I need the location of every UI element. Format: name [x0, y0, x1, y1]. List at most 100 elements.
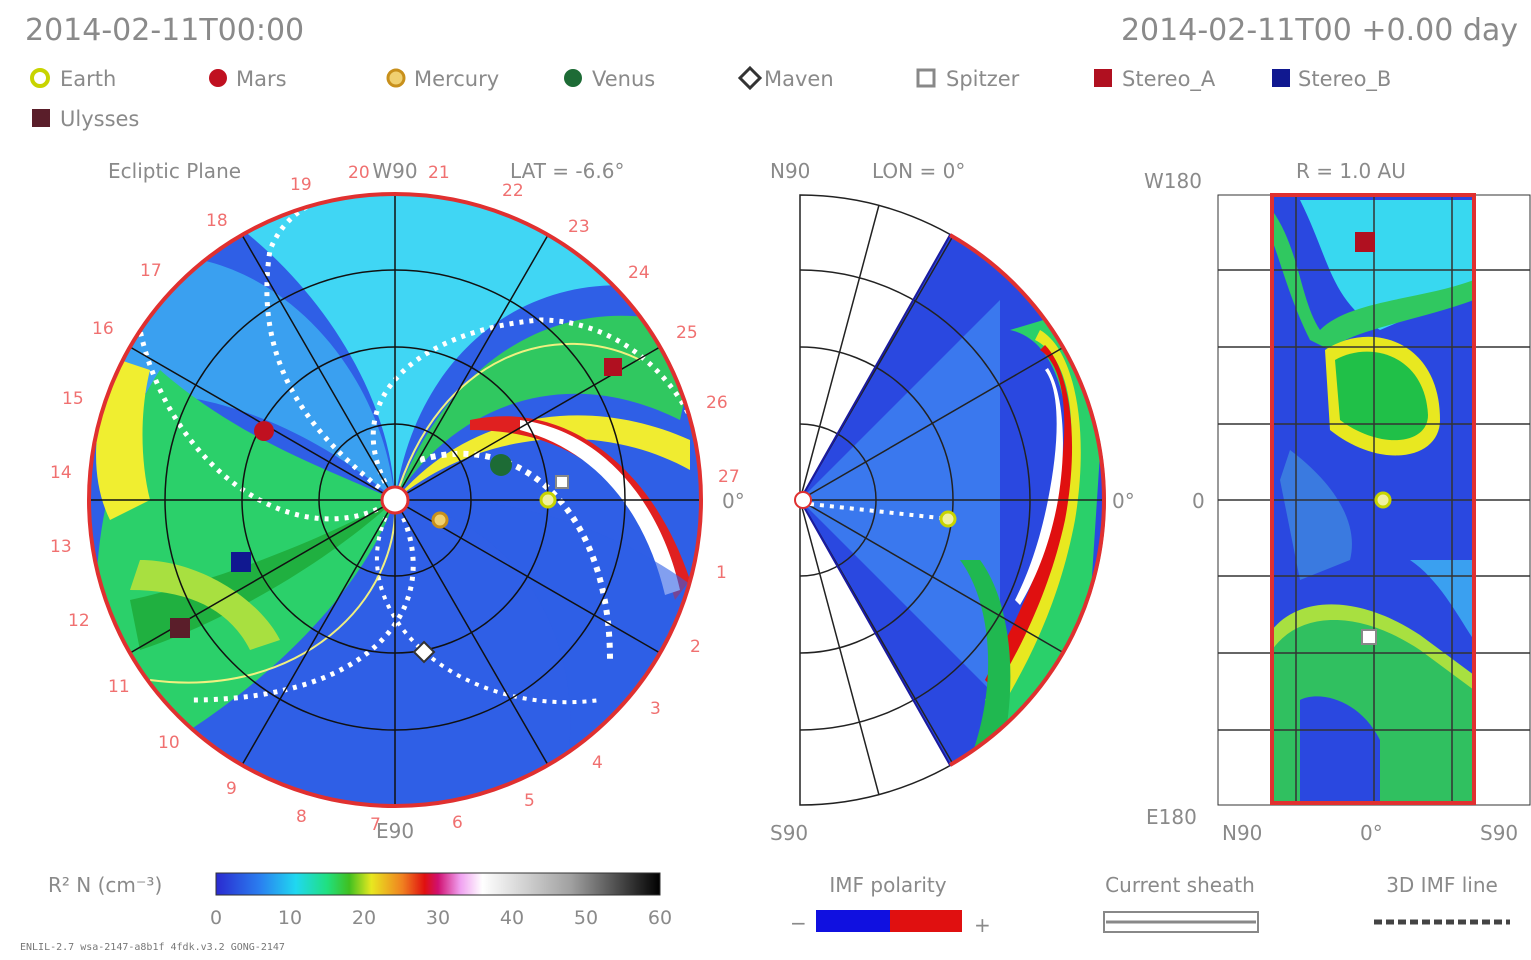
stereo-a-marker-icon — [1094, 69, 1112, 87]
ecliptic-boundary — [87, 192, 703, 808]
colorbar-tick-label: 0 — [210, 907, 222, 929]
sector-number: 22 — [502, 181, 524, 201]
legend-item-mars: Mars — [209, 67, 287, 91]
current-sheath-legend: Current sheath — [1103, 873, 1259, 933]
meridional-plane-panel: N90 LON = 0° S90 0° — [770, 159, 1135, 845]
shell-top-label: W180 — [1144, 169, 1202, 193]
legend-label-stereo-b: Stereo_B — [1298, 67, 1391, 92]
colorbar-tick-label: 50 — [574, 907, 598, 929]
legend-label-stereo-a: Stereo_A — [1122, 67, 1216, 92]
stereo-b-marker-icon — [1272, 69, 1290, 87]
meridional-earth-position — [939, 510, 957, 528]
colorbar-tick-label: 10 — [278, 907, 302, 929]
legend-item-maven: Maven — [737, 65, 834, 91]
maven-position — [412, 640, 436, 664]
shell-middle-label: 0 — [1192, 489, 1205, 513]
stereo-b-position — [231, 552, 251, 572]
meridional-top-label: N90 — [770, 159, 810, 183]
meridional-lon-label: LON = 0° — [872, 159, 965, 183]
legend-label-maven: Maven — [764, 67, 834, 91]
legend-label-mercury: Mercury — [414, 67, 499, 91]
shell-spitzer-position — [1361, 629, 1377, 645]
shell-bottom-label: E180 — [1146, 805, 1197, 829]
earth-position — [539, 491, 557, 509]
shell-density-map — [1272, 195, 1474, 803]
colorbar-label: R² N (cm⁻³) — [48, 873, 162, 897]
sector-number: 19 — [290, 175, 312, 195]
sector-number: 3 — [650, 699, 661, 719]
sun-icon — [380, 485, 410, 515]
legend: Earth Mars Mercury Venus Maven Spitzer S… — [30, 65, 1391, 131]
sector-number: 4 — [592, 753, 603, 773]
shell-boundary — [1270, 193, 1476, 805]
imf-plus-label: + — [974, 913, 991, 937]
sector-number: 16 — [92, 319, 114, 339]
earth-marker-icon — [30, 68, 50, 88]
sector-number: 18 — [206, 211, 228, 231]
meridional-bottom-label: S90 — [770, 821, 808, 845]
imf-positive-swatch — [890, 910, 962, 932]
ecliptic-title: Ecliptic Plane — [108, 159, 241, 183]
venus-position — [490, 454, 512, 476]
meridional-imf-line — [809, 502, 941, 520]
sector-number: 13 — [50, 537, 72, 557]
density-colorbar: R² N (cm⁻³) 0 10 20 30 40 50 60 — [48, 872, 672, 929]
sector-number: 10 — [158, 733, 180, 753]
colorbar-gradient — [215, 872, 661, 896]
colorbar-tick-label: 60 — [648, 907, 672, 929]
sector-number: 7 — [370, 815, 381, 835]
imf-line-title: 3D IMF line — [1386, 873, 1498, 897]
mars-position — [254, 421, 274, 441]
current-sheath-title: Current sheath — [1105, 873, 1255, 897]
spitzer-marker-icon — [916, 68, 936, 88]
legend-item-earth: Earth — [30, 67, 116, 91]
sector-number: 15 — [62, 389, 84, 409]
ecliptic-right-label: 0° — [722, 489, 745, 513]
shell-stereo-a-position — [1355, 232, 1375, 252]
legend-label-spitzer: Spitzer — [946, 67, 1020, 91]
legend-item-ulysses: Ulysses — [32, 107, 139, 131]
shell-x-mid-label: 0° — [1360, 821, 1383, 845]
meridional-boundary — [949, 233, 1106, 767]
legend-item-stereo-a: Stereo_A — [1094, 67, 1216, 92]
imf-negative-swatch — [816, 910, 890, 932]
shell-x-left-label: N90 — [1222, 821, 1262, 845]
sector-number: 8 — [296, 807, 307, 827]
spitzer-position — [555, 475, 569, 489]
ecliptic-lat-label: LAT = -6.6° — [510, 159, 624, 183]
colorbar-tick-label: 40 — [500, 907, 524, 929]
sector-number: 2 — [690, 637, 701, 657]
ulysses-marker-icon — [32, 109, 50, 127]
sector-number: 9 — [226, 779, 237, 799]
legend-label-earth: Earth — [60, 67, 116, 91]
sector-number: 23 — [568, 217, 590, 237]
mercury-marker-icon — [386, 68, 406, 88]
sector-number: 24 — [628, 263, 650, 283]
imf-minus-label: − — [790, 911, 807, 935]
sector-number: 26 — [706, 393, 728, 413]
colorbar-tick-label: 20 — [352, 907, 376, 929]
mars-marker-icon — [209, 69, 227, 87]
sector-number: 20 — [348, 163, 370, 183]
ecliptic-top-label: W90 — [372, 159, 417, 183]
mercury-position — [431, 511, 449, 529]
meridional-right-label: 0° — [1112, 489, 1135, 513]
meridional-sun-icon — [794, 491, 812, 509]
sector-number: 17 — [140, 261, 162, 281]
imf-polarity-title: IMF polarity — [829, 873, 946, 897]
sector-number: 27 — [718, 467, 740, 487]
header-right-time: 2014-02-11T00 +0.00 day — [1121, 13, 1518, 48]
imf-polarity-legend: IMF polarity − + — [790, 873, 991, 937]
ecliptic-sector-numbers: 19 20 21 22 23 24 25 26 27 1 2 3 4 5 6 7… — [50, 163, 740, 835]
shell-x-right-label: S90 — [1480, 821, 1518, 845]
ecliptic-plane-panel: Ecliptic Plane W90 LAT = -6.6° E90 0° — [50, 159, 745, 843]
legend-item-venus: Venus — [564, 67, 655, 91]
imf-line-legend: 3D IMF line — [1374, 873, 1510, 925]
sector-number: 25 — [676, 323, 698, 343]
sector-number: 14 — [50, 463, 72, 483]
footer-model-info: ENLIL-2.7 wsa-2147-a8b1f 4fdk.v3.2 GONG-… — [20, 942, 285, 953]
maven-marker-icon — [737, 65, 763, 91]
sector-number: 12 — [68, 611, 90, 631]
ulysses-position — [170, 618, 190, 638]
